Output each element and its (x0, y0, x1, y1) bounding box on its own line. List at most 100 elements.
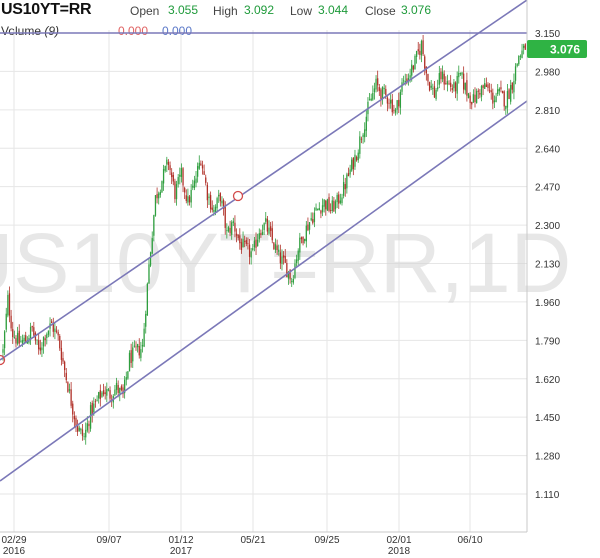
trend-channel[interactable] (0, 0, 528, 482)
candle-body (12, 329, 14, 338)
candle-body (234, 222, 236, 232)
candle-body (328, 197, 330, 211)
candle-body (252, 248, 254, 251)
candle-body (10, 315, 12, 329)
candle-body (278, 249, 280, 252)
candle-body (492, 92, 494, 104)
y-tick-label: 1.450 (535, 413, 560, 424)
candle-body (224, 206, 226, 228)
candle-body (161, 181, 163, 193)
candle-body (244, 240, 246, 242)
candle-body (464, 82, 466, 91)
candle-body (209, 195, 212, 210)
candle-body (364, 129, 366, 138)
candle-body (60, 348, 63, 360)
candle-body (320, 210, 322, 214)
candle-body (498, 88, 500, 92)
x-tick-label: 05/21 (240, 535, 265, 546)
channel-upper-line (0, 0, 528, 361)
candle-body (132, 347, 134, 362)
candle-body (438, 73, 440, 85)
candle-body (107, 389, 110, 391)
candle-body (44, 338, 46, 341)
candle-body (93, 403, 95, 413)
candle-body (258, 233, 260, 240)
candle-body (467, 93, 470, 98)
candle-body (331, 200, 333, 212)
candle-body (231, 222, 233, 235)
candle-body (219, 193, 221, 202)
candle-body (279, 252, 282, 264)
candle-body (372, 92, 374, 100)
candle-body (158, 193, 160, 199)
y-axis: 3.150 2.980 2.810 2.640 2.470 2.300 2.130 1.960… (0, 0, 560, 533)
candle-body (232, 221, 234, 223)
candle-body (257, 239, 259, 247)
candle-body (72, 403, 74, 415)
candle-body (172, 174, 174, 182)
candle-body (266, 218, 269, 232)
candle-body (289, 269, 291, 280)
candle-body (169, 165, 171, 170)
candle-body (500, 87, 502, 90)
candle-body (338, 194, 340, 204)
candle-body (179, 174, 181, 177)
close-value: 3.076 (401, 3, 432, 17)
candle-body (437, 87, 439, 90)
high-value: 3.092 (244, 3, 275, 17)
candle-body (482, 85, 484, 88)
candle-body (159, 192, 161, 195)
x-tick-year: 2016 (3, 546, 26, 557)
candle-body (41, 347, 43, 351)
candle-body (396, 100, 398, 110)
candle-body (381, 86, 384, 99)
y-tick-label: 2.810 (535, 106, 560, 117)
candle-body (297, 250, 299, 261)
candle-body (195, 178, 197, 184)
candle-body (501, 91, 504, 94)
candle-body (276, 245, 278, 251)
candle-body (192, 185, 194, 188)
candle-body (475, 91, 478, 104)
candle-body (380, 89, 382, 99)
candle-body (248, 244, 251, 257)
candle-body (354, 154, 356, 167)
candle-body (255, 239, 257, 248)
candle-body (295, 259, 298, 263)
candle-body (321, 205, 324, 213)
candle-body (265, 218, 267, 222)
candle-body (114, 389, 116, 396)
candle-body (459, 73, 462, 74)
candle-body (193, 180, 196, 189)
candle-body (359, 136, 361, 154)
candle-body (59, 335, 61, 349)
candle-body (333, 200, 335, 212)
candle-body (136, 344, 139, 348)
candle-body (485, 84, 488, 87)
candle-body (378, 87, 380, 91)
candle-body (339, 200, 342, 203)
candle-body (20, 341, 22, 343)
candle-body (149, 252, 152, 266)
x-tick-year: 2017 (170, 546, 193, 557)
candle-body (422, 40, 424, 55)
candle-body (505, 105, 507, 110)
candle-body (221, 200, 223, 204)
volume-label-text: Volume (1, 24, 42, 38)
y-tick-label: 2.470 (535, 183, 560, 194)
candle-body (154, 195, 157, 216)
x-tick-label: 02/01 (386, 535, 411, 546)
candle-body (171, 172, 173, 178)
candle-body (510, 85, 512, 102)
candle-body (81, 429, 84, 436)
last-price-label: 3.076 (527, 40, 587, 58)
candle-body (428, 82, 431, 91)
candle-body (47, 330, 50, 335)
candle-body (29, 327, 32, 339)
candle-body (271, 228, 273, 241)
volume-label: Volume (9) (1, 24, 59, 38)
candle-body (419, 50, 421, 55)
candle-body (52, 322, 54, 332)
candle-body (175, 184, 178, 200)
